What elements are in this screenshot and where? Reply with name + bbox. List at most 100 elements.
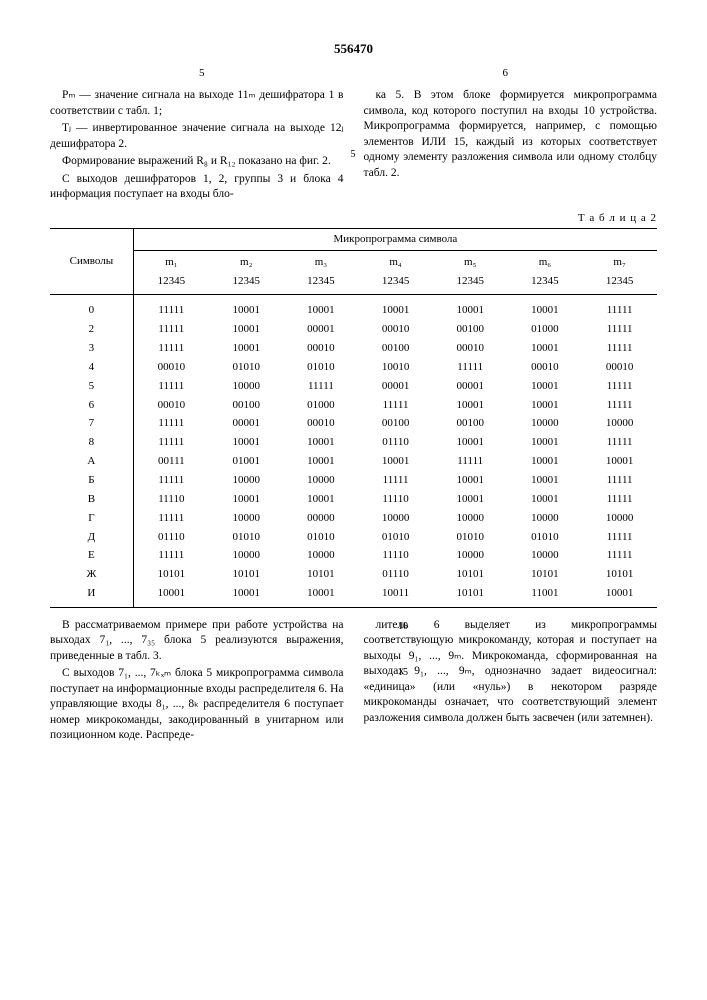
- table-cell: 00010: [284, 339, 359, 358]
- table-cell: 00010: [284, 414, 359, 433]
- table-cell: 01010: [508, 528, 583, 547]
- table-cell: 10001: [284, 584, 359, 607]
- table-cell: 11111: [433, 358, 508, 377]
- table-col-header: m₃: [284, 250, 359, 271]
- table-cell: 11111: [582, 433, 657, 452]
- table-cell: 10001: [433, 471, 508, 490]
- table-cell: 01110: [358, 565, 433, 584]
- table-col-header: m₆: [508, 250, 583, 271]
- table-cell: 10001: [209, 295, 284, 320]
- table-cell: 10000: [209, 546, 284, 565]
- table-cell: 10001: [508, 471, 583, 490]
- table-cell: 10001: [209, 490, 284, 509]
- table-cell: 11111: [133, 433, 209, 452]
- table-cell: 10001: [284, 452, 359, 471]
- table-cell: 8: [50, 433, 133, 452]
- table-row: 400010010100101010010111110001000010: [50, 358, 657, 377]
- table-cell: 10001: [358, 295, 433, 320]
- table-cell: И: [50, 584, 133, 607]
- table-col-subheader: 12345: [358, 272, 433, 295]
- table-cell: 10000: [582, 414, 657, 433]
- table-col-subheader: 12345: [209, 272, 284, 295]
- body-paragraph: ка 5. В этом блоке формируется микропрог…: [364, 88, 658, 181]
- table-cell: 10000: [358, 509, 433, 528]
- table-cell: 00010: [133, 358, 209, 377]
- body-paragraph: Формирование выражений R₈ и R₁₂ показано…: [50, 154, 344, 170]
- table-cell: 11111: [133, 295, 209, 320]
- table-cell: 10001: [358, 452, 433, 471]
- microprogram-table: Символы Микропрограмма символа m₁ m₂ m₃ …: [50, 228, 657, 608]
- table-cell: 5: [50, 377, 133, 396]
- table-cell: 01010: [284, 358, 359, 377]
- table-cell: 10000: [209, 377, 284, 396]
- table-cell: 00001: [358, 377, 433, 396]
- table-row: Д01110010100101001010010100101011111: [50, 528, 657, 547]
- body-paragraph: Рₘ — значение сигнала на выходе 11ₘ деши…: [50, 88, 344, 119]
- table-cell: 10001: [508, 295, 583, 320]
- table-cell: 11111: [582, 471, 657, 490]
- table-cell: 10000: [284, 471, 359, 490]
- table-cell: 10001: [433, 396, 508, 415]
- table-col-subheader: 12345: [133, 272, 209, 295]
- table-cell: 00001: [433, 377, 508, 396]
- table-cell: 00010: [582, 358, 657, 377]
- table-cell: 10000: [209, 509, 284, 528]
- table-cell: 0: [50, 295, 133, 320]
- line-number-marker: 15: [397, 666, 409, 680]
- table-cell: 01000: [284, 396, 359, 415]
- table-cell: 00100: [433, 414, 508, 433]
- table-cell: 10001: [209, 433, 284, 452]
- table-cell: 01010: [284, 528, 359, 547]
- table-cell: 10001: [508, 433, 583, 452]
- top-left-column: Рₘ — значение сигнала на выходе 11ₘ деши…: [50, 88, 344, 205]
- table-cell: Б: [50, 471, 133, 490]
- table-col-header: m₇: [582, 250, 657, 271]
- table-col-header: m₅: [433, 250, 508, 271]
- table-row: Б11111100001000011111100011000111111: [50, 471, 657, 490]
- table-cell: 10001: [209, 320, 284, 339]
- table-cell: 00001: [209, 414, 284, 433]
- table-cell: 10101: [133, 565, 209, 584]
- body-paragraph: Tⱼ — инвертированное значение сигнала на…: [50, 121, 344, 152]
- table-cell: А: [50, 452, 133, 471]
- page-number-right: 6: [503, 66, 509, 81]
- table-cell: Д: [50, 528, 133, 547]
- table-cell: 11111: [582, 396, 657, 415]
- table-cell: 00001: [284, 320, 359, 339]
- line-number-marker: 10: [397, 620, 409, 634]
- table-cell: 10001: [433, 295, 508, 320]
- line-number-marker: 5: [347, 148, 359, 162]
- body-paragraph: С выходов 7₁, ..., 7ₖₓₘ блока 5 микропро…: [50, 666, 344, 744]
- table-cell: 11111: [133, 377, 209, 396]
- table-cell: 11110: [358, 546, 433, 565]
- table-cell: 10000: [433, 509, 508, 528]
- table-cell: 11110: [358, 490, 433, 509]
- table-cell: 10001: [209, 339, 284, 358]
- table-cell: 10010: [358, 358, 433, 377]
- table-cell: 10000: [508, 546, 583, 565]
- table-cell: 10001: [508, 339, 583, 358]
- table-caption: Т а б л и ц а 2: [50, 211, 657, 226]
- table-cell: 11111: [582, 528, 657, 547]
- table-cell: 01010: [209, 358, 284, 377]
- table-cell: 11111: [582, 377, 657, 396]
- page-numbers-row: 5 6: [50, 66, 657, 81]
- page-number-left: 5: [199, 66, 205, 81]
- table-cell: Г: [50, 509, 133, 528]
- table-cell: 00100: [209, 396, 284, 415]
- table-cell: 11111: [358, 471, 433, 490]
- table-cell: 11111: [582, 546, 657, 565]
- table-cell: 10000: [433, 546, 508, 565]
- table-col-subheader: 12345: [582, 272, 657, 295]
- table-cell: 11111: [582, 339, 657, 358]
- table-row: Е11111100001000011110100001000011111: [50, 546, 657, 565]
- table-cell: 01001: [209, 452, 284, 471]
- table-row: 811111100011000101110100011000111111: [50, 433, 657, 452]
- table-cell: В: [50, 490, 133, 509]
- table-cell: 10000: [508, 509, 583, 528]
- table-cell: 7: [50, 414, 133, 433]
- table-cell: 10001: [433, 433, 508, 452]
- table-row: Г11111100000000010000100001000010000: [50, 509, 657, 528]
- table-row: 311111100010001000100000101000111111: [50, 339, 657, 358]
- table-symbols-header: Символы: [50, 228, 133, 295]
